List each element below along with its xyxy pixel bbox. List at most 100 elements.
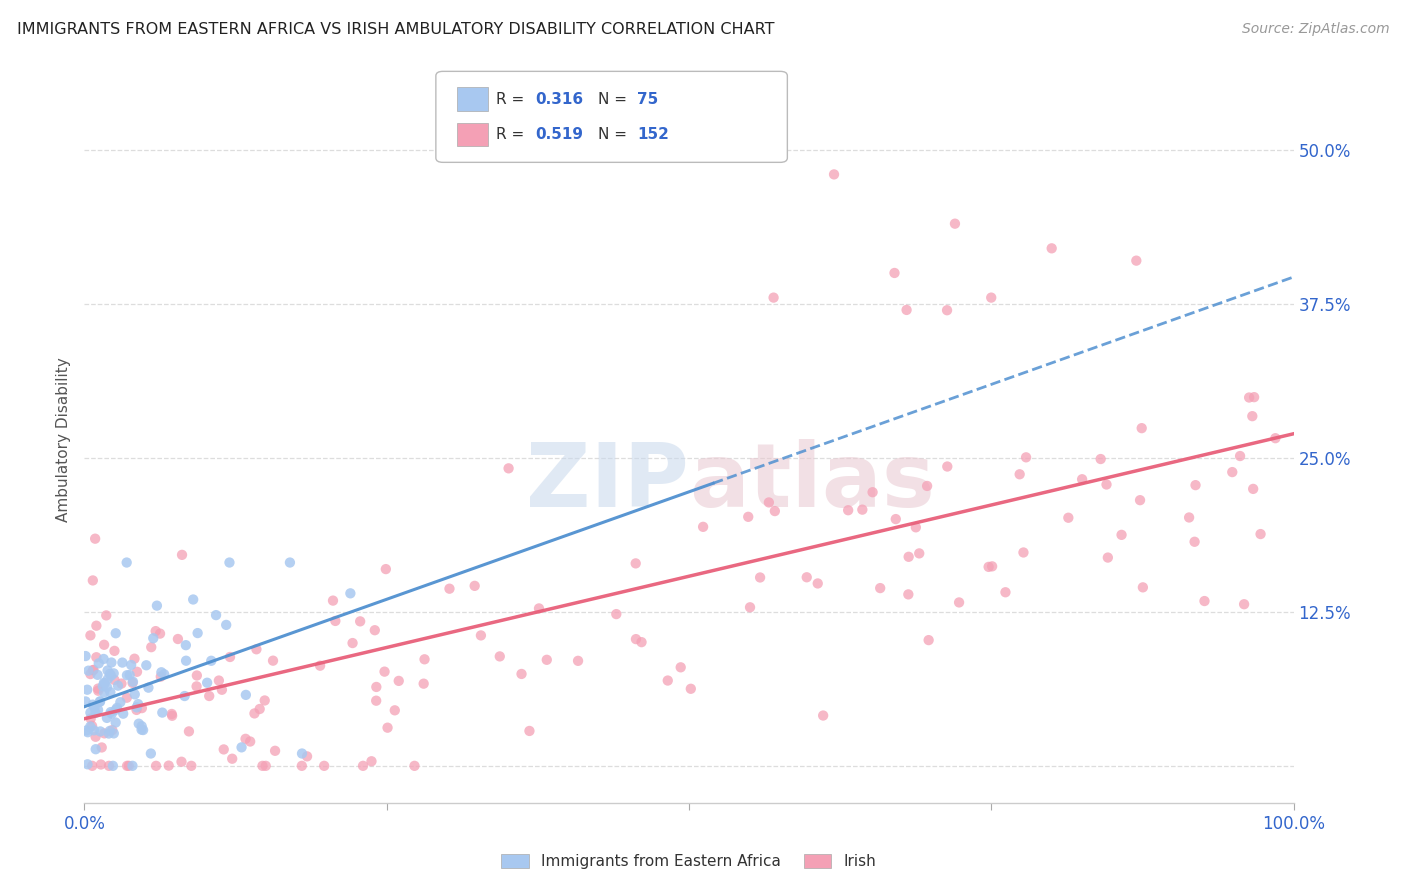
Point xyxy=(948,595,970,609)
Point xyxy=(87,681,110,696)
Point xyxy=(76,757,98,772)
Point xyxy=(377,721,399,735)
Point xyxy=(883,266,905,280)
Point xyxy=(103,726,125,740)
Text: R =: R = xyxy=(496,128,530,142)
Point xyxy=(195,675,218,690)
Point xyxy=(1194,594,1216,608)
Point xyxy=(884,512,907,526)
Point xyxy=(87,703,110,717)
Point xyxy=(98,685,121,699)
Legend: Immigrants from Eastern Africa, Irish: Immigrants from Eastern Africa, Irish xyxy=(495,847,883,875)
Point xyxy=(322,593,344,607)
Point xyxy=(157,758,180,772)
Point xyxy=(349,615,371,629)
Point xyxy=(291,747,314,761)
Point xyxy=(101,759,124,773)
Point xyxy=(121,676,143,690)
Point xyxy=(83,723,105,738)
Point xyxy=(1040,241,1063,255)
Point xyxy=(131,701,153,715)
Point xyxy=(127,697,149,711)
Point xyxy=(862,485,884,500)
Point xyxy=(737,509,759,524)
Point xyxy=(811,708,834,723)
Point xyxy=(131,723,153,737)
Text: 0.316: 0.316 xyxy=(536,92,583,106)
Point xyxy=(76,682,98,697)
Point xyxy=(89,724,111,739)
Point xyxy=(80,719,103,733)
Point xyxy=(1095,477,1118,491)
Point xyxy=(1012,545,1035,559)
Point xyxy=(89,695,111,709)
Point xyxy=(103,666,125,681)
Point xyxy=(249,702,271,716)
Point xyxy=(160,708,183,723)
Point xyxy=(738,600,761,615)
Point xyxy=(86,668,108,682)
Point xyxy=(82,759,104,773)
Text: IMMIGRANTS FROM EASTERN AFRICA VS IRISH AMBULATORY DISABILITY CORRELATION CHART: IMMIGRANTS FROM EASTERN AFRICA VS IRISH … xyxy=(17,22,775,37)
Point xyxy=(104,626,127,640)
Point xyxy=(439,582,461,596)
Point xyxy=(90,740,112,755)
Point xyxy=(366,694,388,708)
Point xyxy=(404,759,426,773)
Point xyxy=(943,217,966,231)
Point xyxy=(84,730,107,744)
Point xyxy=(101,723,124,738)
Point xyxy=(173,689,195,703)
Point xyxy=(82,574,104,588)
Point xyxy=(124,651,146,665)
Point xyxy=(84,706,107,720)
Point xyxy=(470,628,492,642)
Point xyxy=(200,654,222,668)
Point xyxy=(124,687,146,701)
Point xyxy=(373,665,395,679)
Text: R =: R = xyxy=(496,92,530,106)
Point xyxy=(567,654,589,668)
Point xyxy=(79,706,101,720)
Point xyxy=(692,520,714,534)
Point xyxy=(87,683,110,698)
Text: ZIP: ZIP xyxy=(526,440,689,526)
Point xyxy=(174,638,197,652)
Point xyxy=(79,628,101,642)
Text: N =: N = xyxy=(598,128,631,142)
Point xyxy=(212,742,235,756)
Text: Source: ZipAtlas.com: Source: ZipAtlas.com xyxy=(1241,22,1389,37)
Point xyxy=(851,502,873,516)
Point xyxy=(1132,580,1154,594)
Y-axis label: Ambulatory Disability: Ambulatory Disability xyxy=(56,357,72,522)
Point xyxy=(384,703,406,717)
Point xyxy=(1264,431,1286,445)
Point xyxy=(679,681,702,696)
Point xyxy=(141,640,163,655)
Point xyxy=(1241,409,1264,424)
Point xyxy=(93,652,115,666)
Point xyxy=(374,562,396,576)
Point xyxy=(291,759,314,773)
Text: atlas: atlas xyxy=(689,440,935,526)
Point xyxy=(181,592,204,607)
Point xyxy=(125,665,148,679)
Point xyxy=(104,703,127,717)
Point xyxy=(153,667,176,681)
Point xyxy=(170,755,193,769)
Point xyxy=(177,724,200,739)
Point xyxy=(75,694,97,708)
Point xyxy=(93,638,115,652)
Point xyxy=(252,759,274,773)
Point xyxy=(149,626,172,640)
Point xyxy=(93,675,115,690)
Point xyxy=(235,688,257,702)
Point xyxy=(980,291,1002,305)
Point xyxy=(89,694,111,708)
Point xyxy=(107,679,129,693)
Point xyxy=(1233,597,1256,611)
Point xyxy=(111,656,134,670)
Point xyxy=(239,734,262,748)
Point xyxy=(205,608,228,623)
Point xyxy=(82,663,104,677)
